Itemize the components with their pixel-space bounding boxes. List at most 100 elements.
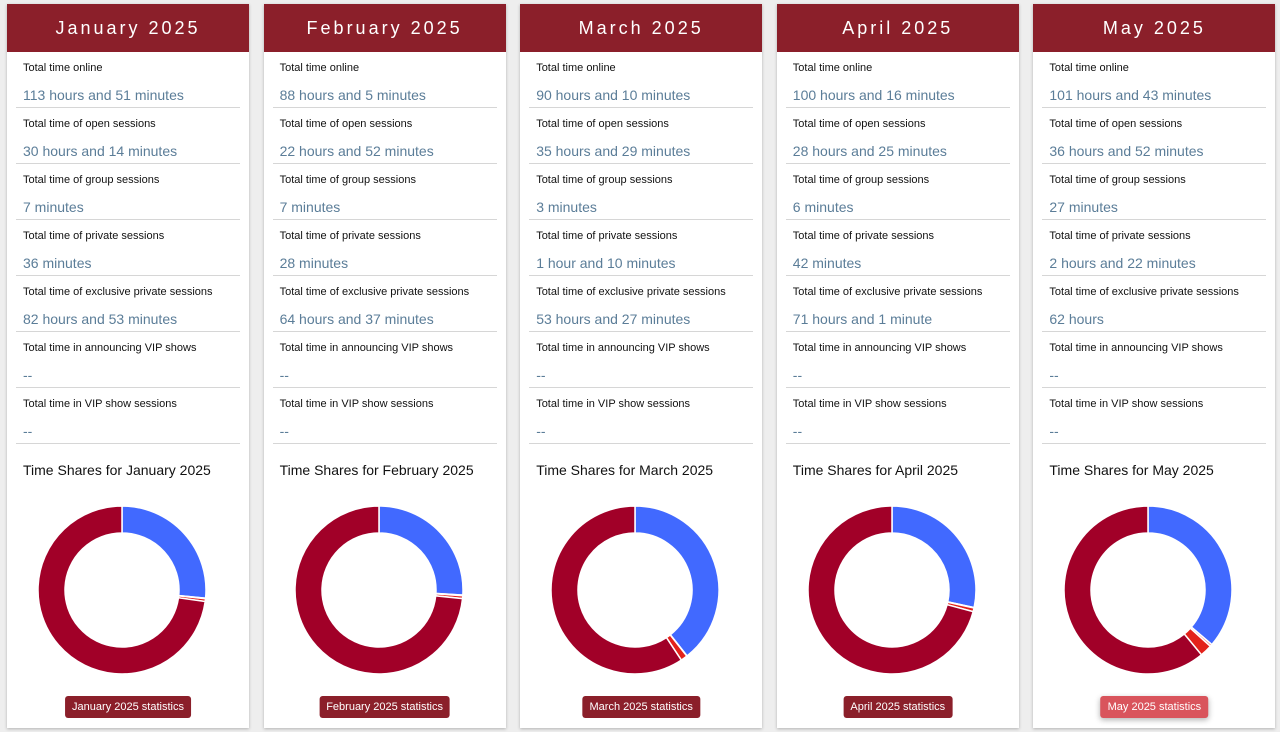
stat-row: Total time of private sessions 42 minutes <box>785 220 1010 276</box>
stat-value: 64 hours and 37 minutes <box>279 311 434 327</box>
stat-label: Total time in VIP show sessions <box>536 398 691 410</box>
stat-row: Total time online 88 hours and 5 minutes <box>272 52 497 108</box>
stat-label: Total time of group sessions <box>792 174 930 186</box>
stat-label: Total time of open sessions <box>279 118 413 130</box>
stat-row: Total time of private sessions 2 hours an… <box>1042 220 1267 276</box>
stat-value: 1 hour and 10 minutes <box>536 255 676 271</box>
donut-chart <box>807 505 977 675</box>
stat-row: Total time of group sessions 3 minutes <box>529 164 754 220</box>
stat-row: Total time in announcing VIP shows -- <box>16 332 240 388</box>
stat-row: Total time in VIP show sessions -- <box>529 388 754 444</box>
donut-chart <box>550 505 720 675</box>
stat-label: Total time online <box>1049 62 1129 74</box>
stat-value: -- <box>1049 367 1059 383</box>
stat-value: 90 hours and 10 minutes <box>536 87 691 103</box>
stat-label: Total time online <box>279 62 360 74</box>
stat-label: Total time of exclusive private sessions <box>536 286 726 298</box>
stat-label: Total time of private sessions <box>23 230 165 242</box>
stat-row: Total time of open sessions 28 hours and … <box>785 108 1010 164</box>
stat-label: Total time of open sessions <box>1049 118 1183 130</box>
donut-segment <box>807 505 974 675</box>
stat-label: Total time online <box>792 62 873 74</box>
stat-row: Total time of group sessions 7 minutes <box>272 164 497 220</box>
donut-segment <box>37 505 207 675</box>
stat-row: Total time in VIP show sessions -- <box>16 388 240 444</box>
stat-row: Total time in VIP show sessions -- <box>785 388 1010 444</box>
stat-row: Total time in VIP show sessions -- <box>272 388 497 444</box>
month-card: March 2025 Total time online 90 hours and … <box>520 4 763 728</box>
statistics-button[interactable]: March 2025 statistics <box>582 696 700 718</box>
stat-label: Total time of exclusive private sessions <box>792 286 983 298</box>
stat-value: -- <box>536 423 546 439</box>
stat-label: Total time of private sessions <box>1049 230 1191 242</box>
stat-value: 30 hours and 14 minutes <box>23 143 178 159</box>
month-header: March 2025 <box>520 4 763 52</box>
chart-title: Time Shares for February 2025 <box>279 462 474 478</box>
chart-title: Time Shares for April 2025 <box>792 462 959 478</box>
month-header: April 2025 <box>776 4 1019 52</box>
stat-value: -- <box>23 367 33 383</box>
month-card: May 2025 Total time online 101 hours and 4… <box>1033 4 1276 728</box>
stat-label: Total time of open sessions <box>23 118 156 130</box>
donut-segment <box>1147 505 1234 646</box>
stat-row: Total time of open sessions 35 hours and … <box>529 108 754 164</box>
statistics-button[interactable]: January 2025 statistics <box>65 696 191 718</box>
stat-value: 62 hours <box>1049 311 1104 327</box>
statistics-button[interactable]: May 2025 statistics <box>1100 696 1209 718</box>
stat-value: 53 hours and 27 minutes <box>536 311 691 327</box>
chart-title: Time Shares for March 2025 <box>536 462 714 478</box>
statistics-button[interactable]: April 2025 statistics <box>843 696 953 718</box>
stat-row: Total time online 90 hours and 10 minutes <box>529 52 754 108</box>
stat-value: -- <box>536 367 546 383</box>
stat-label: Total time of exclusive private sessions <box>279 286 470 298</box>
stat-label: Total time in announcing VIP shows <box>792 342 967 354</box>
stat-label: Total time of group sessions <box>1049 174 1186 186</box>
statistics-button[interactable]: February 2025 statistics <box>319 696 450 718</box>
donut-segment <box>1063 505 1203 675</box>
stat-row: Total time in announcing VIP shows -- <box>529 332 754 388</box>
stat-label: Total time in VIP show sessions <box>23 398 177 410</box>
stat-label: Total time of group sessions <box>279 174 416 186</box>
stat-label: Total time of group sessions <box>536 174 673 186</box>
stat-label: Total time of private sessions <box>792 230 935 242</box>
stat-row: Total time in announcing VIP shows -- <box>272 332 497 388</box>
stat-value: 28 minutes <box>279 255 349 271</box>
stat-value: -- <box>23 423 33 439</box>
stat-row: Total time in announcing VIP shows -- <box>785 332 1010 388</box>
stat-label: Total time of exclusive private sessions <box>1049 286 1239 298</box>
month-header: January 2025 <box>7 4 249 52</box>
stat-value: 2 hours and 22 minutes <box>1049 255 1196 271</box>
chart-title: Time Shares for May 2025 <box>1049 462 1214 478</box>
stat-row: Total time of exclusive private sessions… <box>1042 276 1267 332</box>
stat-label: Total time of exclusive private sessions <box>23 286 213 298</box>
stat-value: 3 minutes <box>536 199 597 215</box>
stat-value: 113 hours and 51 minutes <box>23 87 184 103</box>
stat-value: 6 minutes <box>792 199 854 215</box>
month-header: May 2025 <box>1033 4 1276 52</box>
stat-value: 82 hours and 53 minutes <box>23 311 178 327</box>
stat-value: 7 minutes <box>23 199 84 215</box>
stat-row: Total time online 113 hours and 51 minute… <box>16 52 240 108</box>
stat-row: Total time online 100 hours and 16 minute… <box>785 52 1010 108</box>
donut-segment <box>634 505 720 657</box>
month-header: February 2025 <box>263 4 506 52</box>
donut-chart <box>1063 505 1234 675</box>
stat-value: 42 minutes <box>792 255 862 271</box>
month-card: February 2025 Total time online 88 hours a… <box>263 4 506 728</box>
chart-title: Time Shares for January 2025 <box>23 462 211 478</box>
stat-label: Total time in announcing VIP shows <box>279 342 454 354</box>
donut-segment <box>377 505 464 596</box>
donut-chart <box>37 505 207 675</box>
stat-label: Total time in announcing VIP shows <box>536 342 710 354</box>
stat-label: Total time in VIP show sessions <box>792 398 947 410</box>
stat-label: Total time of private sessions <box>536 230 678 242</box>
stat-row: Total time in announcing VIP shows -- <box>1042 332 1267 388</box>
donut-segment <box>550 505 683 675</box>
month-card: April 2025 Total time online 100 hours and… <box>776 4 1019 728</box>
stat-value: 71 hours and 1 minute <box>792 311 933 327</box>
stat-value: 88 hours and 5 minutes <box>279 87 426 103</box>
donut-chart <box>293 505 464 675</box>
stat-value: -- <box>792 367 803 383</box>
stat-value: -- <box>279 367 289 383</box>
stat-value: -- <box>279 423 289 439</box>
